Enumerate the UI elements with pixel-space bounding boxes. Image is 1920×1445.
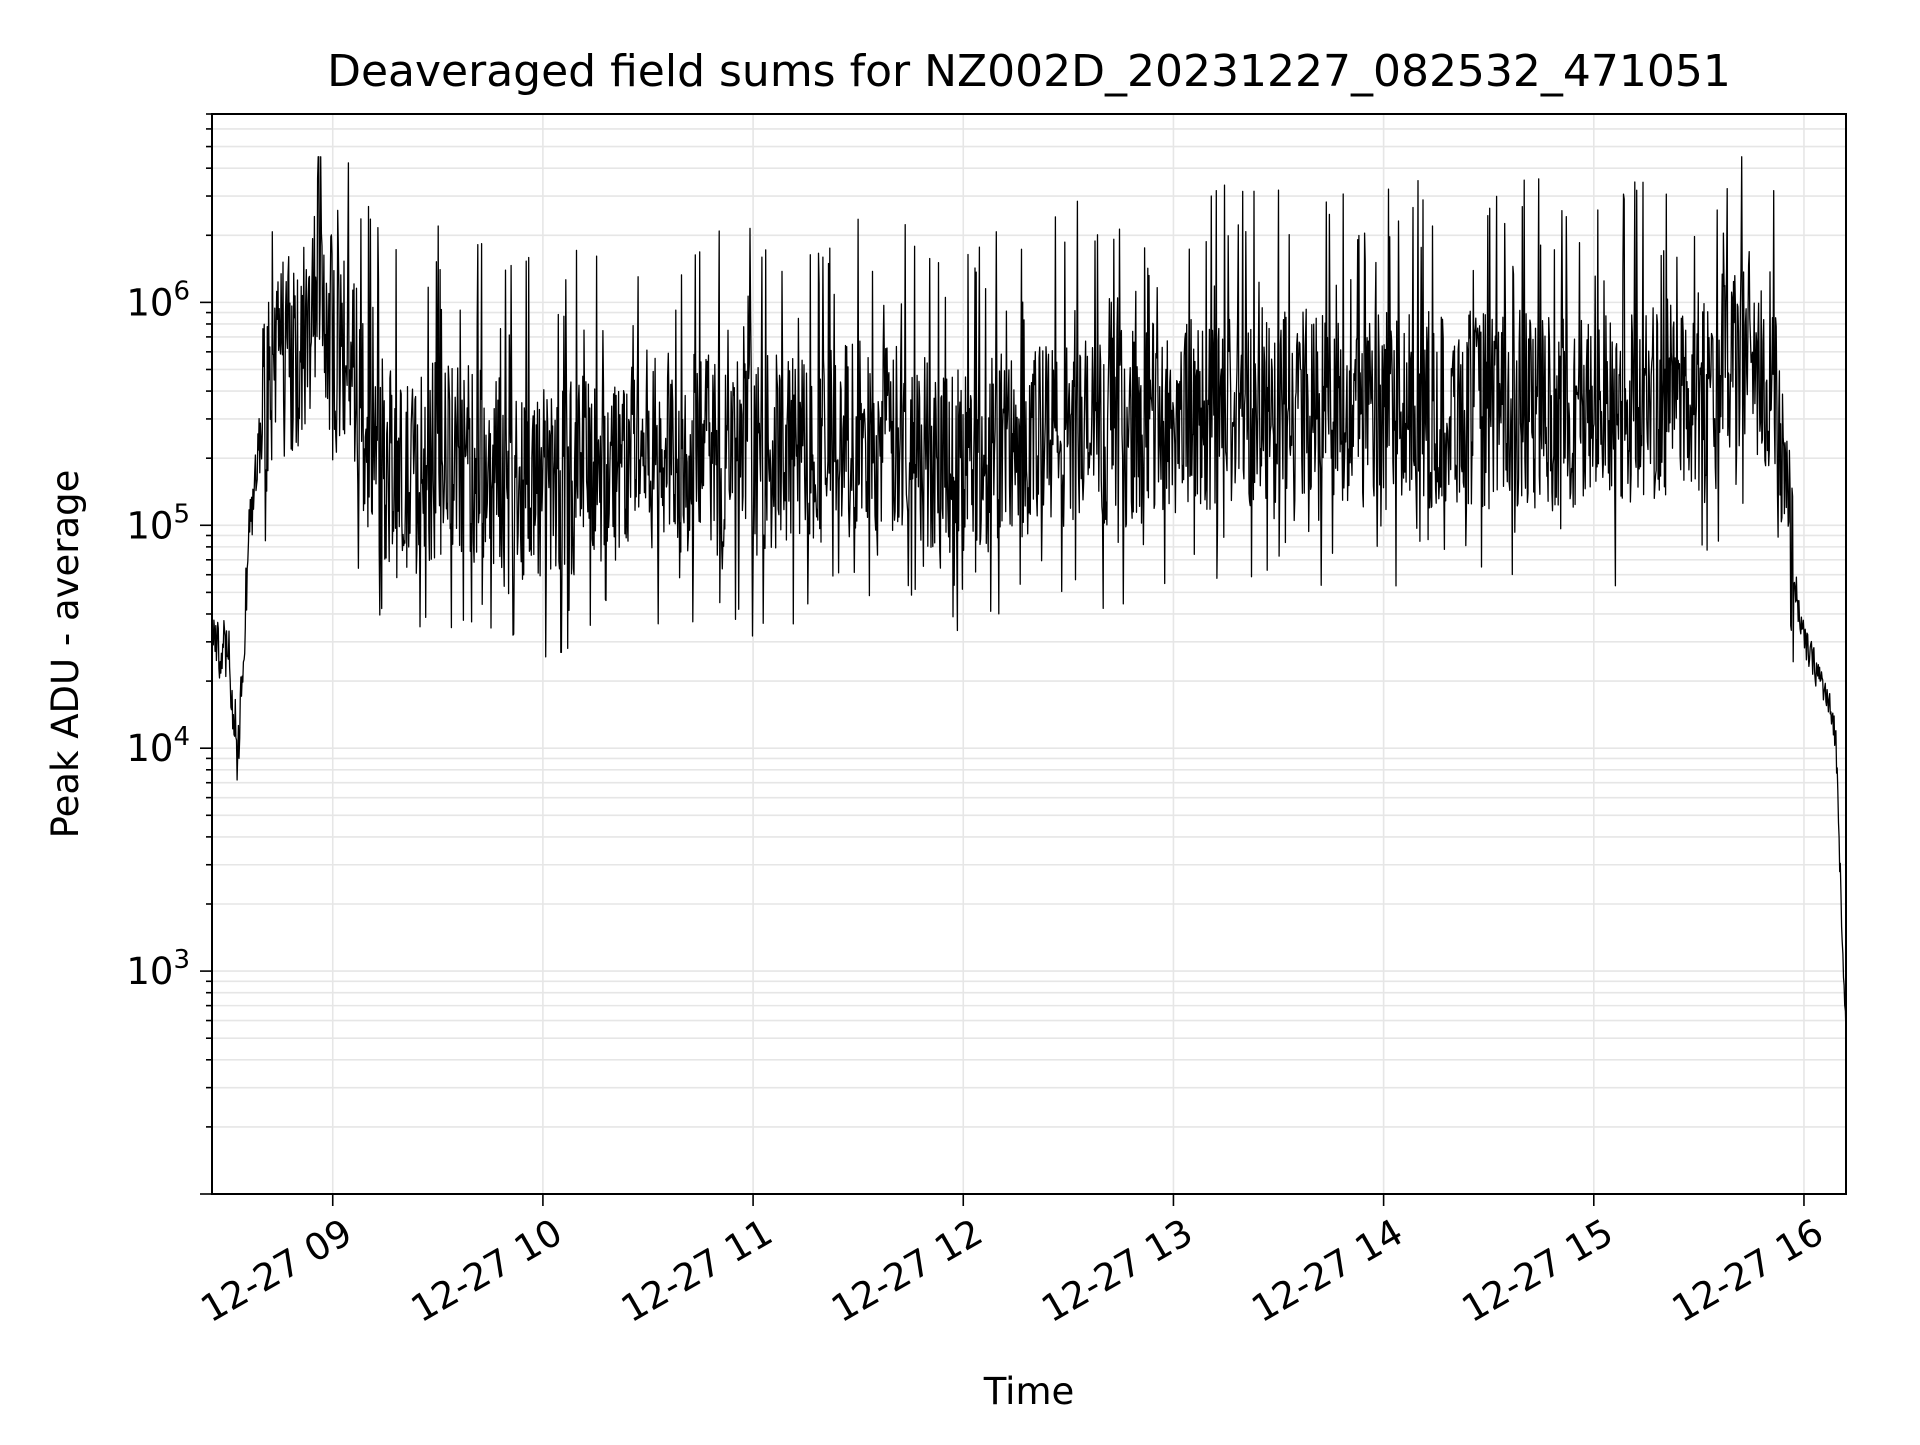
x-tick-label: 12-27 16 xyxy=(1665,1211,1831,1331)
x-tick-label: 12-27 13 xyxy=(1034,1211,1200,1331)
y-tick-label: 105 xyxy=(126,499,190,547)
x-axis-label: Time xyxy=(983,1370,1075,1413)
y-tick-label: 104 xyxy=(126,722,190,770)
x-tick-label: 12-27 15 xyxy=(1455,1211,1621,1331)
y-tick-label: 106 xyxy=(126,276,190,324)
x-tick-label: 12-27 11 xyxy=(614,1211,780,1331)
y-tick-label: 103 xyxy=(126,945,190,993)
series-layer xyxy=(211,156,1847,1035)
x-tick-label: 12-27 09 xyxy=(194,1211,360,1331)
x-tick-label: 12-27 14 xyxy=(1245,1211,1411,1331)
y-axis-label: Peak ADU - average xyxy=(44,470,87,839)
series-line xyxy=(211,156,1847,1035)
grid-layer xyxy=(212,113,1846,1195)
chart-title: Deaveraged field sums for NZ002D_2023122… xyxy=(327,46,1731,97)
x-tick-label: 12-27 10 xyxy=(404,1211,570,1331)
tick-layer: 12-27 09 12-27 10 12-27 11 12-27 12 12-27 13… xyxy=(126,113,1831,1331)
plot-frame xyxy=(211,113,1847,1195)
x-tick-label: 12-27 12 xyxy=(824,1211,990,1331)
